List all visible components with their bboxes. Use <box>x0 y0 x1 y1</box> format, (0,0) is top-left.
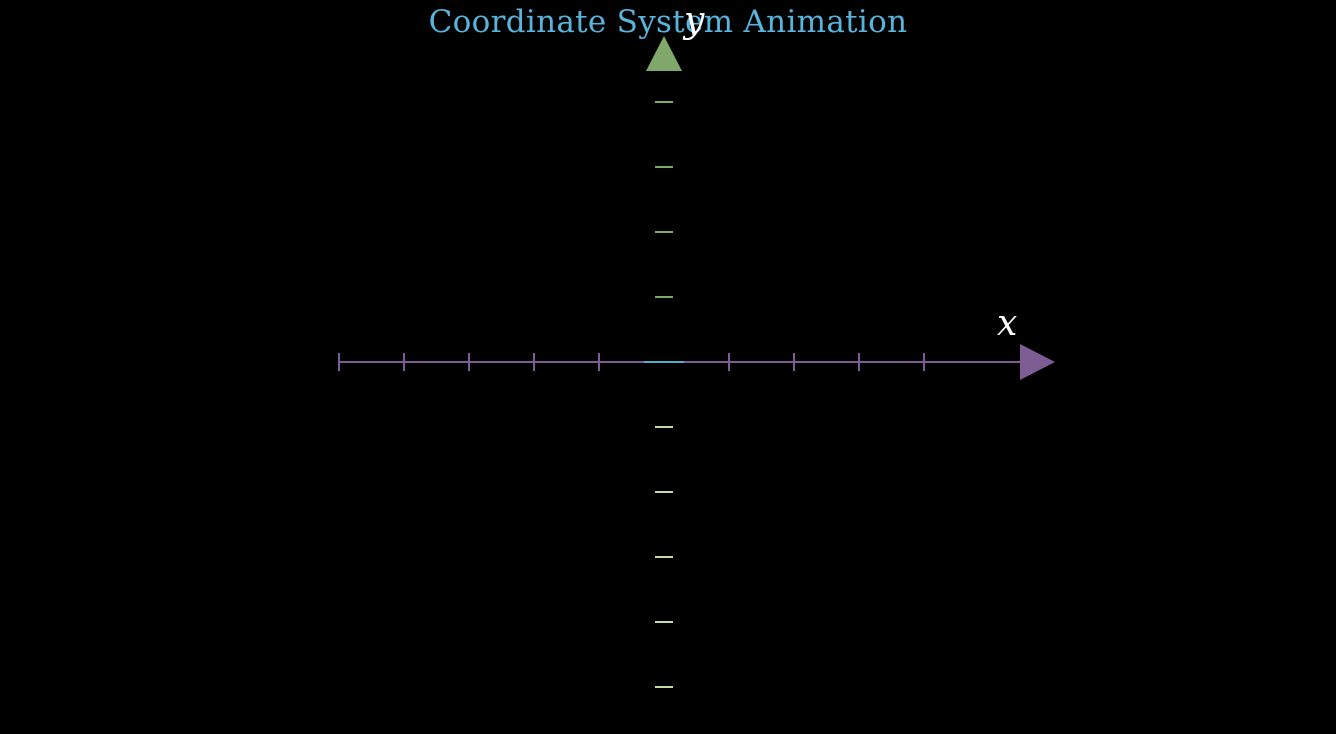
x-axis-label: x <box>997 303 1017 344</box>
y-axis <box>646 36 682 688</box>
y-axis-label: y <box>682 0 705 41</box>
y-axis-arrowhead <box>646 36 682 71</box>
x-axis <box>338 344 1055 380</box>
page-title: Coordinate System Animation <box>428 4 908 40</box>
x-axis-arrowhead <box>1020 344 1055 380</box>
